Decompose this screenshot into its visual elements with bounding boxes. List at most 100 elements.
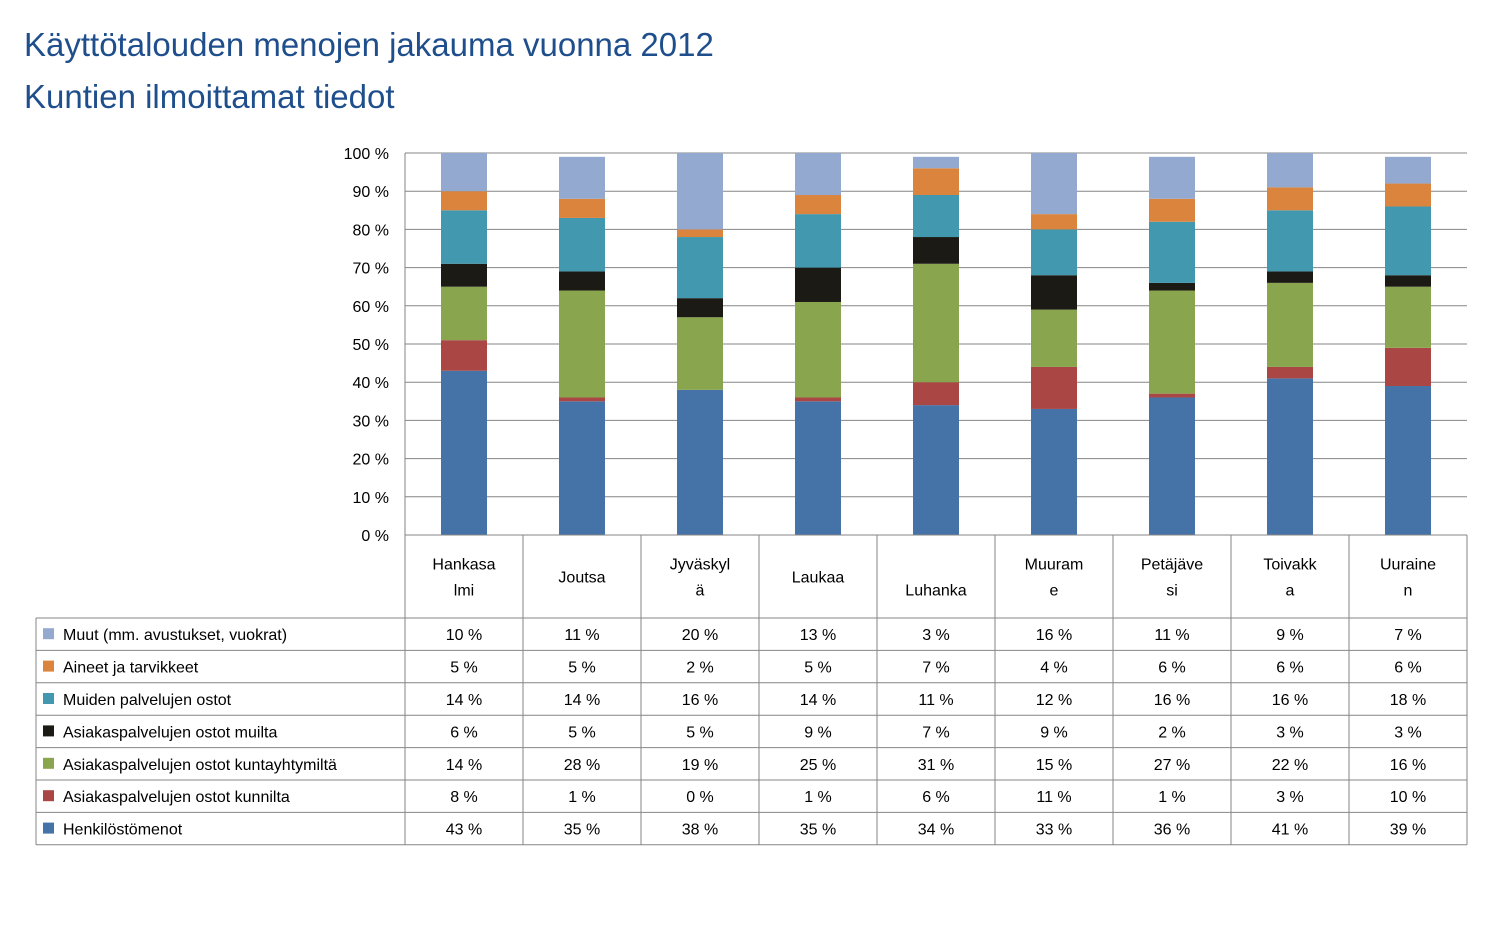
x-tick-label: Uuraine: [1380, 557, 1436, 574]
bar-segment: [441, 263, 487, 287]
bar-segment: [1385, 275, 1431, 287]
bar-segment: [1149, 221, 1195, 283]
bar-segment: [677, 229, 723, 238]
data-label: 16 %: [1272, 692, 1308, 709]
bar-segment: [1385, 286, 1431, 348]
data-label: 19 %: [682, 757, 718, 774]
data-label: 5 %: [568, 660, 596, 677]
data-label: 5 %: [804, 660, 832, 677]
bar-segment: [1149, 198, 1195, 222]
bar-segment: [441, 370, 487, 535]
bar-segment: [677, 298, 723, 318]
y-tick-label: 70 %: [353, 261, 389, 278]
data-label: 2 %: [1158, 724, 1186, 741]
data-label: 25 %: [800, 757, 836, 774]
bar-segment: [913, 382, 959, 406]
data-label: 9 %: [804, 724, 832, 741]
bar-segment: [677, 237, 723, 299]
x-tick-label: Jyväskyl: [670, 557, 730, 574]
data-label: 5 %: [686, 724, 714, 741]
data-label: 35 %: [800, 822, 836, 839]
bar-segment: [559, 156, 605, 199]
bar-segment: [913, 195, 959, 238]
x-tick-label: Toivakk: [1263, 557, 1317, 574]
legend-swatch: [43, 725, 54, 737]
bar-segment: [795, 397, 841, 402]
y-tick-label: 60 %: [353, 299, 389, 316]
legend-swatch: [43, 693, 54, 704]
data-label: 34 %: [918, 822, 954, 839]
x-tick-label: ä: [696, 583, 705, 600]
bar-segment: [1149, 156, 1195, 199]
bar-segment: [559, 401, 605, 535]
bar-segment: [677, 153, 723, 230]
legend-swatch: [43, 790, 54, 802]
legend-label: Asiakaspalvelujen ostot muilta: [63, 724, 277, 741]
data-label: 1 %: [1158, 789, 1186, 806]
data-label: 22 %: [1272, 757, 1308, 774]
data-label: 38 %: [682, 822, 718, 839]
legend-swatch: [43, 757, 54, 769]
bar-segment: [1267, 282, 1313, 367]
bar-segment: [1149, 290, 1195, 394]
bar-segment: [795, 195, 841, 215]
bar-segment: [1385, 206, 1431, 276]
data-label: 6 %: [1158, 660, 1186, 677]
bar-segment: [1031, 153, 1077, 215]
data-label: 39 %: [1390, 822, 1426, 839]
legend-label: Muut (mm. avustukset, vuokrat): [63, 627, 287, 644]
data-label: 9 %: [1040, 724, 1068, 741]
bar-segment: [795, 214, 841, 268]
data-label: 12 %: [1036, 692, 1072, 709]
bar-segment: [1267, 378, 1313, 535]
bar-segment: [559, 290, 605, 398]
data-label: 6 %: [1394, 660, 1422, 677]
bar-segment: [1031, 275, 1077, 310]
data-label: 3 %: [922, 627, 950, 644]
bar-segment: [1385, 386, 1431, 535]
bar-segment: [441, 286, 487, 341]
data-label: 41 %: [1272, 822, 1308, 839]
x-tick-label: si: [1166, 583, 1178, 600]
bar-segment: [1149, 282, 1195, 291]
y-tick-label: 50 %: [353, 337, 389, 354]
data-label: 14 %: [446, 757, 482, 774]
bar-segment: [913, 405, 959, 535]
data-label: 1 %: [804, 789, 832, 806]
data-label: 14 %: [800, 692, 836, 709]
bar-segment: [1267, 210, 1313, 272]
data-label: 31 %: [918, 757, 954, 774]
y-tick-label: 30 %: [353, 413, 389, 430]
x-tick-label: Joutsa: [558, 570, 605, 587]
data-label: 7 %: [1394, 627, 1422, 644]
legend-label: Asiakaspalvelujen ostot kunnilta: [63, 789, 290, 806]
bar-segment: [1031, 229, 1077, 276]
bar-segment: [1031, 214, 1077, 230]
x-tick-label: Petäjäve: [1141, 557, 1203, 574]
bar-segment: [1267, 271, 1313, 283]
legend-swatch: [43, 628, 54, 640]
bar-segment: [677, 317, 723, 390]
data-label: 3 %: [1276, 789, 1304, 806]
data-label: 11 %: [564, 627, 599, 644]
x-tick-label: Luhanka: [905, 583, 966, 600]
data-label: 14 %: [446, 692, 482, 709]
x-tick-label: e: [1050, 583, 1059, 600]
data-label: 2 %: [686, 660, 714, 677]
bar-segment: [441, 340, 487, 371]
data-label: 18 %: [1390, 692, 1426, 709]
data-label: 14 %: [564, 692, 600, 709]
bar-segment: [1385, 347, 1431, 387]
y-tick-label: 0 %: [361, 528, 389, 545]
bar-segment: [559, 397, 605, 402]
data-label: 16 %: [1390, 757, 1426, 774]
x-tick-label: lmi: [454, 583, 474, 600]
bar-segment: [559, 198, 605, 218]
bar-segment: [1031, 309, 1077, 367]
legend-label: Asiakaspalvelujen ostot kuntayhtymiltä: [63, 757, 337, 774]
data-label: 11 %: [1036, 789, 1071, 806]
data-label: 10 %: [446, 627, 482, 644]
bar-segment: [441, 153, 487, 192]
bar-segment: [1149, 393, 1195, 398]
